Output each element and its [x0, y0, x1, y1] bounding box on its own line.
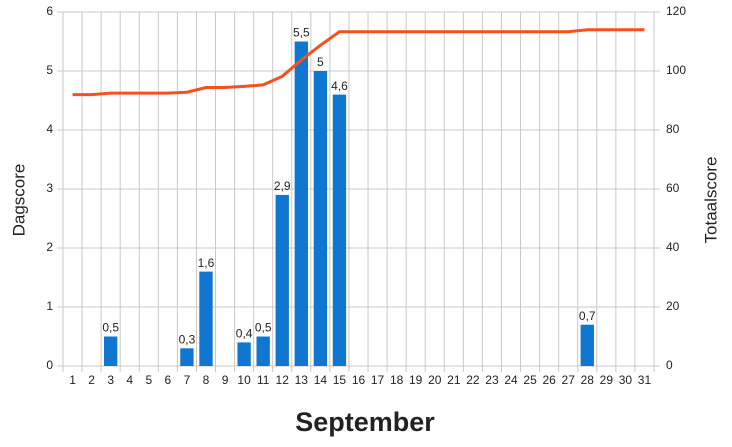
data-label: 0,4	[236, 327, 253, 341]
x-tick-label: 23	[485, 373, 499, 387]
bar	[180, 348, 194, 366]
data-label: 0,7	[579, 309, 596, 323]
data-label: 5	[317, 55, 324, 69]
y2-tick-label: 0	[666, 358, 673, 372]
y-tick-label: 1	[46, 299, 53, 313]
x-tick-label: 24	[504, 373, 518, 387]
x-tick-label: 26	[542, 373, 556, 387]
x-tick-label: 28	[581, 373, 595, 387]
x-tick-label: 9	[222, 373, 229, 387]
y2-tick-label: 40	[666, 240, 680, 254]
x-tick-label: 10	[237, 373, 251, 387]
data-label: 0,5	[102, 321, 119, 335]
line	[72, 28, 645, 97]
data-label: 4,6	[331, 79, 348, 93]
x-tick-label: 25	[523, 373, 537, 387]
x-tick-label: 29	[600, 373, 614, 387]
x-tick-label: 4	[126, 373, 133, 387]
x-tick-label: 15	[333, 373, 347, 387]
y2-tick-label: 60	[666, 181, 680, 195]
x-tick-label: 31	[638, 373, 652, 387]
x-axis-title: September	[295, 407, 435, 437]
x-tick-label: 18	[390, 373, 404, 387]
x-tick-label: 13	[295, 373, 309, 387]
x-tick-label: 12	[276, 373, 290, 387]
x-tick-label: 14	[314, 373, 328, 387]
bar	[256, 336, 270, 366]
x-tick-label: 30	[619, 373, 633, 387]
bar	[237, 342, 251, 366]
bar	[580, 324, 594, 366]
y-tick-label: 3	[46, 181, 53, 195]
x-tick-label: 8	[203, 373, 210, 387]
bar	[294, 41, 308, 366]
x-tick-label: 6	[165, 373, 172, 387]
x-tick-label: 11	[257, 373, 270, 387]
y-tick-label: 6	[46, 4, 53, 18]
y2-tick-label: 120	[666, 4, 686, 18]
y2-axis-title: Totaalscore	[701, 157, 720, 244]
data-label: 0,3	[179, 332, 196, 346]
x-tick-label: 27	[562, 373, 576, 387]
y-tick-label: 2	[46, 240, 53, 254]
x-tick-label: 17	[371, 373, 385, 387]
x-tick-label: 7	[184, 373, 191, 387]
data-label: 1,6	[198, 256, 215, 270]
bar	[103, 336, 118, 366]
bar	[332, 94, 347, 366]
bar	[199, 271, 213, 366]
bar	[275, 194, 289, 366]
y2-tick-label: 20	[666, 299, 680, 313]
x-tick-label: 16	[352, 373, 366, 387]
x-tick-label: 22	[466, 373, 480, 387]
y-tick-label: 4	[46, 122, 53, 136]
y-tick-label: 0	[46, 358, 53, 372]
x-tick-label: 20	[428, 373, 442, 387]
y-axis-title: Dagscore	[9, 164, 28, 237]
y2-tick-label: 80	[666, 122, 680, 136]
bar	[313, 71, 328, 366]
data-label: 2,9	[274, 179, 291, 193]
data-label: 0,5	[255, 321, 272, 335]
data-label: 5,5	[293, 26, 310, 40]
x-tick-label: 2	[88, 373, 95, 387]
x-tick-label: 5	[145, 373, 152, 387]
x-tick-label: 3	[107, 373, 114, 387]
x-tick-label: 19	[409, 373, 423, 387]
x-tick-label: 21	[447, 373, 461, 387]
y-tick-label: 5	[46, 63, 53, 77]
y2-tick-label: 100	[666, 63, 686, 77]
x-tick-label: 1	[69, 373, 76, 387]
